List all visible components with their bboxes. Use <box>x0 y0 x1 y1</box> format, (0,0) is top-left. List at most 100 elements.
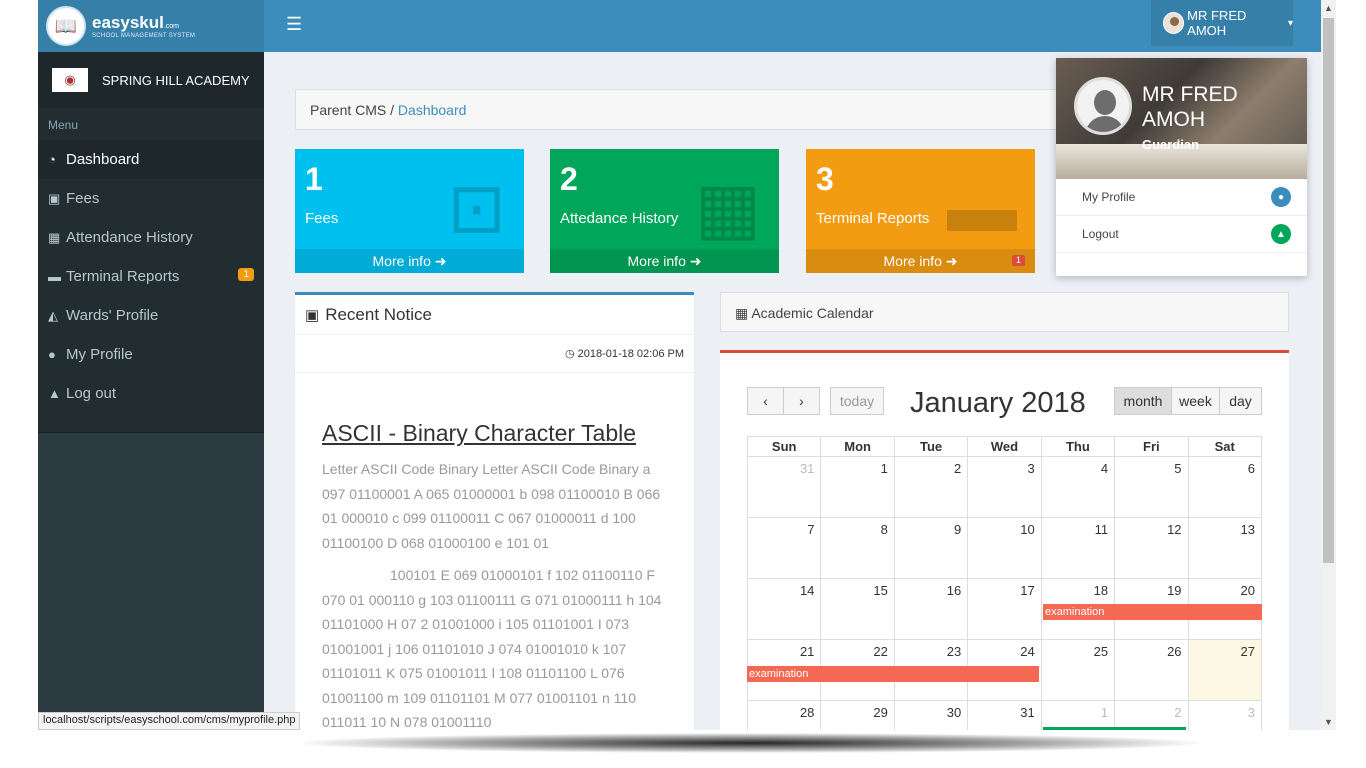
day-cell[interactable]: 31 <box>746 456 822 518</box>
day-cell[interactable]: 7 <box>746 517 822 579</box>
day-cell[interactable]: 30 <box>893 700 969 730</box>
day-cell[interactable]: 16 <box>893 578 969 640</box>
logo-tagline: SCHOOL MANAGEMENT SYSTEM <box>92 33 196 39</box>
dropdown-user-name: MR FRED AMOH <box>1142 83 1238 131</box>
day-cell[interactable]: 2 <box>893 456 969 518</box>
breadcrumb-root[interactable]: Parent CMS <box>310 102 387 118</box>
sidebar-item-log-out[interactable]: ▲ Log out <box>38 374 264 413</box>
day-cell[interactable]: 17 <box>967 578 1042 640</box>
calendar-event[interactable]: examination <box>747 666 1039 682</box>
more-info-link[interactable]: More info ➜ <box>295 249 524 273</box>
school-panel: ◉ SPRING HILL ACADEMY <box>38 52 264 108</box>
day-cell[interactable]: 29 <box>820 700 895 730</box>
stat-label: Fees <box>305 210 339 227</box>
day-cell[interactable]: 8 <box>820 517 895 579</box>
stat-number: 2 <box>560 161 578 197</box>
day-cell[interactable]: 1 <box>1040 700 1116 730</box>
day-cell[interactable]: 31 <box>967 700 1042 730</box>
day-cell[interactable]: 3 <box>967 456 1042 518</box>
top-navbar: ☰ MR FRED AMOH ▾ <box>264 0 1321 52</box>
dropdown-item-label: Logout <box>1082 227 1119 241</box>
calendar: ‹ › today January 2018 month week day Su… <box>720 350 1289 730</box>
stat-box: 2 Attedance History ▦ More info ➜ <box>550 149 779 273</box>
sidebar-item-label: Terminal Reports <box>66 268 180 285</box>
user-menu-button[interactable]: MR FRED AMOH ▾ <box>1151 0 1293 46</box>
chevron-down-icon: ▾ <box>1287 17 1293 29</box>
week-view-button[interactable]: week <box>1171 387 1220 415</box>
day-cell[interactable]: 1 <box>820 456 895 518</box>
notice-date: ◷ 2018-01-18 02:06 PM <box>295 335 694 373</box>
calendar-icon: ▦ <box>48 229 61 245</box>
book-logo-icon: 📖 <box>46 6 86 46</box>
day-cell[interactable]: 4 <box>1040 456 1116 518</box>
prev-month-button[interactable]: ‹ <box>747 387 784 415</box>
calendar-icon: ▣ <box>305 306 320 324</box>
sidebar-item-label: Dashboard <box>66 151 140 168</box>
money-icon: ▣ <box>48 190 61 206</box>
day-cell[interactable]: 6 <box>1187 456 1263 518</box>
sidebar-item-label: Fees <box>66 190 100 207</box>
day-cell[interactable]: 27 <box>1187 639 1263 701</box>
more-info-link[interactable]: More info ➜ <box>550 249 779 273</box>
day-cell[interactable]: 28 <box>746 700 822 730</box>
day-cell[interactable]: 5 <box>1114 456 1189 518</box>
scrollbar-thumb[interactable] <box>1323 18 1334 563</box>
sidebar-item-terminal-reports[interactable]: ▬ Terminal Reports 1 <box>38 257 264 296</box>
calendar-event[interactable]: examination <box>1043 604 1262 620</box>
user-icon: ● <box>48 347 56 362</box>
next-month-button[interactable]: › <box>783 387 820 415</box>
day-view-button[interactable]: day <box>1219 387 1262 415</box>
user-dropdown: MR FRED AMOH Guardian My Profile ● Logout ▲ <box>1056 58 1307 276</box>
notice-heading: Recent Notice <box>325 304 432 324</box>
today-button[interactable]: today <box>830 387 884 415</box>
graduation-cap-icon: ◭ <box>48 307 58 323</box>
scroll-up-icon[interactable]: ▲ <box>1324 3 1333 13</box>
bars-icon[interactable]: ☰ <box>286 14 303 34</box>
day-cell[interactable]: 26 <box>1114 639 1189 701</box>
my-profile-menu-item[interactable]: My Profile ● <box>1056 179 1307 216</box>
day-cell[interactable]: 2 <box>1114 700 1189 730</box>
calendar-event[interactable] <box>1043 727 1186 730</box>
day-cell[interactable]: 3 <box>1187 700 1263 730</box>
user-avatar <box>1074 77 1132 135</box>
stat-number: 3 <box>816 161 834 197</box>
sidebar-item-fees[interactable]: ▣ Fees <box>38 179 264 218</box>
scroll-down-icon[interactable]: ▼ <box>1324 717 1333 727</box>
user-role: Guardian <box>1142 137 1200 152</box>
breadcrumb: Parent CMS / Dashboard <box>295 89 1110 130</box>
logout-menu-item[interactable]: Logout ▲ <box>1056 216 1307 253</box>
logo-domain: .com <box>163 23 180 30</box>
count-badge: 1 <box>238 268 254 281</box>
stat-label: Attedance History <box>560 210 679 227</box>
weekday-header: Fri <box>1114 436 1189 457</box>
day-cell[interactable]: 15 <box>820 578 895 640</box>
folder-icon: ▬ <box>947 168 1017 246</box>
sidebar-item-attendance-history[interactable]: ▦ Attendance History <box>38 218 264 257</box>
count-badge: 1 <box>1011 255 1025 266</box>
sidebar-item-wards-profile[interactable]: ◭ Wards' Profile <box>38 296 264 335</box>
recent-notice-panel: ▣ Recent Notice ◷ 2018-01-18 02:06 PM ASC… <box>295 292 694 730</box>
day-cell[interactable]: 13 <box>1187 517 1263 579</box>
notice-title[interactable]: ASCII - Binary Character Table <box>322 420 637 446</box>
day-cell[interactable]: 11 <box>1040 517 1116 579</box>
weekday-header: Sun <box>746 436 822 457</box>
user-name: MR FRED AMOH <box>1187 8 1247 38</box>
sidebar-item-dashboard[interactable]: ◔ Dashboard <box>38 140 264 179</box>
sidebar-item-my-profile[interactable]: ● My Profile <box>38 335 264 374</box>
school-name: SPRING HILL ACADEMY <box>102 72 250 88</box>
lock-circle-icon: ▲ <box>1271 224 1291 244</box>
day-cell[interactable]: 25 <box>1040 639 1116 701</box>
sidebar-item-label: Attendance History <box>66 229 193 246</box>
breadcrumb-current[interactable]: Dashboard <box>397 102 467 118</box>
scrollbar[interactable]: ▲ ▼ <box>1321 0 1336 730</box>
day-cell[interactable]: 12 <box>1114 517 1189 579</box>
calendar-icon: ▦ <box>694 169 761 247</box>
logo[interactable]: 📖 easyskul.com SCHOOL MANAGEMENT SYSTEM <box>38 0 264 52</box>
month-view-button[interactable]: month <box>1114 387 1172 415</box>
day-cell[interactable]: 9 <box>893 517 969 579</box>
day-cell[interactable]: 10 <box>967 517 1042 579</box>
weekday-header: Sat <box>1187 436 1263 457</box>
more-info-link[interactable]: More info ➜ <box>806 249 1035 273</box>
day-cell[interactable]: 14 <box>746 578 822 640</box>
folder-icon: ▬ <box>48 269 61 284</box>
